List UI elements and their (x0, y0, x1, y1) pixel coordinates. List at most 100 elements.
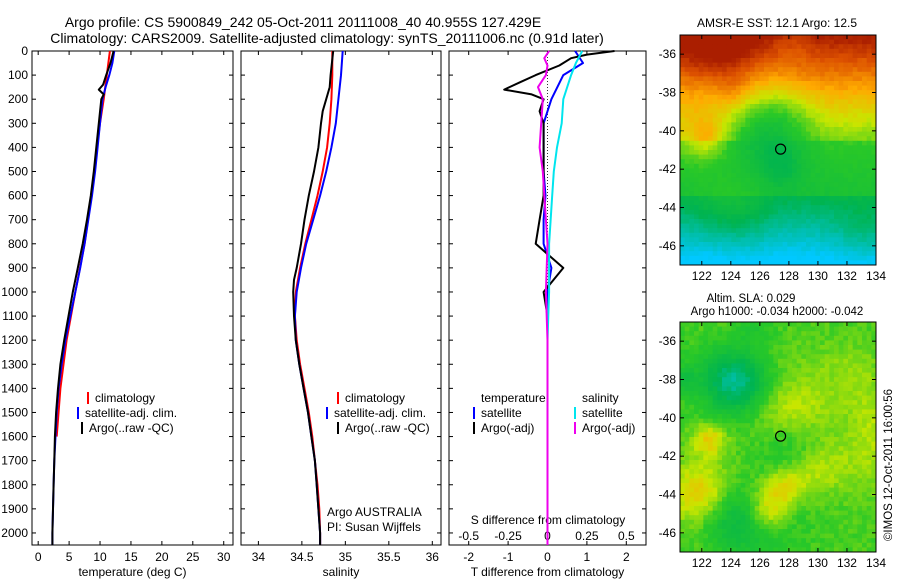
heatmap-cell (792, 349, 798, 355)
heatmap-cell (773, 173, 779, 179)
heatmap-cell (848, 255, 854, 261)
heatmap-cell (782, 455, 788, 461)
heatmap-cell (712, 168, 718, 174)
heatmap-cell (773, 358, 779, 364)
heatmap-cell (740, 117, 746, 123)
heatmap-cell (829, 205, 835, 211)
heatmap-cell (694, 524, 700, 530)
heatmap-cell (778, 44, 784, 50)
heatmap-cell (717, 140, 723, 146)
heatmap-cell (778, 173, 784, 179)
heatmap-cell (768, 182, 774, 188)
heatmap-cell (866, 409, 872, 415)
heatmap-cell (754, 58, 760, 64)
heatmap-cell (801, 322, 807, 328)
heatmap-cell (782, 122, 788, 128)
heatmap-cell (829, 94, 835, 100)
heatmap-cell (750, 538, 756, 544)
heatmap-cell (862, 113, 868, 119)
heatmap-cell (862, 469, 868, 475)
heatmap-cell (736, 335, 742, 341)
heatmap-cell (750, 409, 756, 415)
heatmap-cell (787, 168, 793, 174)
heatmap-cell (694, 478, 700, 484)
series-line-argo (51, 50, 115, 545)
heatmap-cell (773, 427, 779, 433)
heatmap-cell (759, 473, 765, 479)
heatmap-cell (698, 136, 704, 142)
heatmap-cell (787, 418, 793, 424)
heatmap-cell (834, 205, 840, 211)
heatmap-cell (768, 377, 774, 383)
heatmap-cell (852, 349, 858, 355)
heatmap-cell (684, 94, 690, 100)
heatmap-cell (857, 354, 863, 360)
heatmap-cell (843, 354, 849, 360)
heatmap-cell (792, 182, 798, 188)
heatmap-cell (722, 414, 728, 420)
heatmap-cell (750, 131, 756, 137)
heatmap-cell (703, 242, 709, 248)
heatmap-cell (787, 200, 793, 206)
heatmap-cell (782, 76, 788, 82)
heatmap-cell (722, 48, 728, 54)
heatmap-cell (689, 510, 695, 516)
heatmap-cell (824, 136, 830, 142)
heatmap-cell (871, 391, 877, 397)
heatmap-cell (796, 168, 802, 174)
heatmap-cell (745, 529, 751, 535)
heatmap-cell (689, 44, 695, 50)
heatmap-cell (726, 432, 732, 438)
heatmap-cell (787, 140, 793, 146)
heatmap-cell (815, 363, 821, 369)
heatmap-cell (754, 200, 760, 206)
heatmap-cell (852, 94, 858, 100)
heatmap-cell (792, 94, 798, 100)
heatmap-cell (778, 39, 784, 45)
heatmap-cell (810, 219, 816, 225)
heatmap-cell (862, 35, 868, 41)
heatmap-cell (852, 163, 858, 169)
heatmap-cell (824, 71, 830, 77)
heatmap-cell (820, 260, 826, 266)
heatmap-cell (834, 542, 840, 548)
heatmap-cell (750, 455, 756, 461)
heatmap-cell (778, 136, 784, 142)
y-tick-label: 2000 (1, 526, 28, 540)
heatmap-cell (750, 354, 756, 360)
heatmap-cell (852, 510, 858, 516)
heatmap-cell (750, 418, 756, 424)
heatmap-cell (726, 354, 732, 360)
heatmap-cell (866, 533, 872, 539)
heatmap-cell (722, 450, 728, 456)
heatmap-cell (768, 39, 774, 45)
heatmap-cell (824, 524, 830, 530)
heatmap-cell (759, 404, 765, 410)
heatmap-cell (834, 501, 840, 507)
heatmap-cell (843, 154, 849, 160)
heatmap-cell (698, 409, 704, 415)
heatmap-cell (787, 533, 793, 539)
heatmap-cell (862, 510, 868, 516)
heatmap-cell (834, 372, 840, 378)
x-tick-label: 34.5 (290, 550, 314, 564)
heatmap-cell (680, 62, 686, 68)
heatmap-cell (787, 39, 793, 45)
heatmap-cell (820, 232, 826, 238)
heatmap-cell (852, 173, 858, 179)
heatmap-cell (712, 113, 718, 119)
heatmap-cell (773, 441, 779, 447)
heatmap-cell (820, 76, 826, 82)
heatmap-cell (824, 209, 830, 215)
heatmap-cell (778, 455, 784, 461)
heatmap-cell (787, 150, 793, 156)
heatmap-cell (838, 533, 844, 539)
heatmap-cell (815, 427, 821, 433)
heatmap-cell (787, 464, 793, 470)
heatmap-cell (712, 547, 718, 553)
heatmap-cell (736, 529, 742, 535)
heatmap-cell (857, 423, 863, 429)
y-tick-label: -44 (659, 488, 677, 502)
heatmap-cell (796, 53, 802, 59)
heatmap-cell (717, 127, 723, 133)
